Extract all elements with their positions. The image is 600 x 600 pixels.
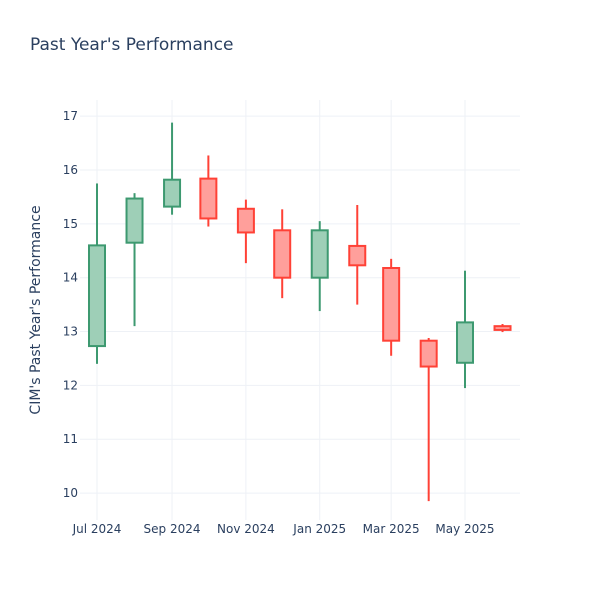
candle-body	[125, 197, 144, 244]
candle-increasing	[88, 183, 106, 364]
x-tick-label: Jan 2025	[292, 522, 346, 536]
candle-body	[273, 229, 292, 279]
candle-body	[163, 178, 182, 208]
y-axis-ticks: 10 11 12 13 14 15 16 17	[63, 109, 78, 500]
y-axis-title: CIM's Past Year's Performance	[28, 205, 44, 414]
candle-increasing	[163, 122, 182, 215]
x-tick-label: Nov 2024	[217, 522, 275, 536]
x-tick-label: Sep 2024	[144, 522, 201, 536]
x-tick-label: May 2025	[435, 522, 494, 536]
candle-decreasing	[493, 324, 512, 333]
candle-decreasing	[273, 209, 292, 299]
candle-decreasing	[419, 338, 438, 502]
candle-body	[348, 244, 367, 267]
candle-body	[493, 325, 512, 331]
y-tick-label: 10	[63, 486, 78, 500]
candle-body	[456, 321, 474, 364]
grid	[80, 100, 520, 520]
chart-title: Past Year's Performance	[30, 35, 234, 55]
candle-body	[382, 267, 401, 342]
y-tick-label: 12	[63, 378, 78, 392]
y-tick-label: 15	[63, 217, 78, 231]
y-tick-label: 11	[63, 432, 78, 446]
candle-decreasing	[382, 258, 401, 356]
candle-decreasing	[236, 199, 255, 264]
x-axis-ticks: Jul 2024 Sep 2024 Nov 2024 Jan 2025 Mar 2025…	[72, 522, 495, 536]
candle-decreasing	[348, 205, 367, 305]
x-tick-label: Jul 2024	[72, 522, 122, 536]
candle-body	[419, 339, 438, 368]
candle-decreasing	[199, 155, 218, 227]
candle-increasing	[456, 270, 474, 389]
y-tick-label: 16	[63, 163, 78, 177]
candle-increasing	[310, 221, 329, 312]
candle-body	[236, 207, 255, 234]
candle-body	[199, 177, 218, 220]
candle-body	[310, 229, 329, 279]
x-tick-label: Mar 2025	[363, 522, 420, 536]
y-tick-label: 13	[63, 325, 78, 339]
candles	[88, 122, 512, 502]
y-tick-label: 17	[63, 109, 78, 123]
candle-increasing	[125, 193, 144, 327]
candle-body	[88, 244, 106, 348]
y-tick-label: 14	[63, 271, 78, 285]
